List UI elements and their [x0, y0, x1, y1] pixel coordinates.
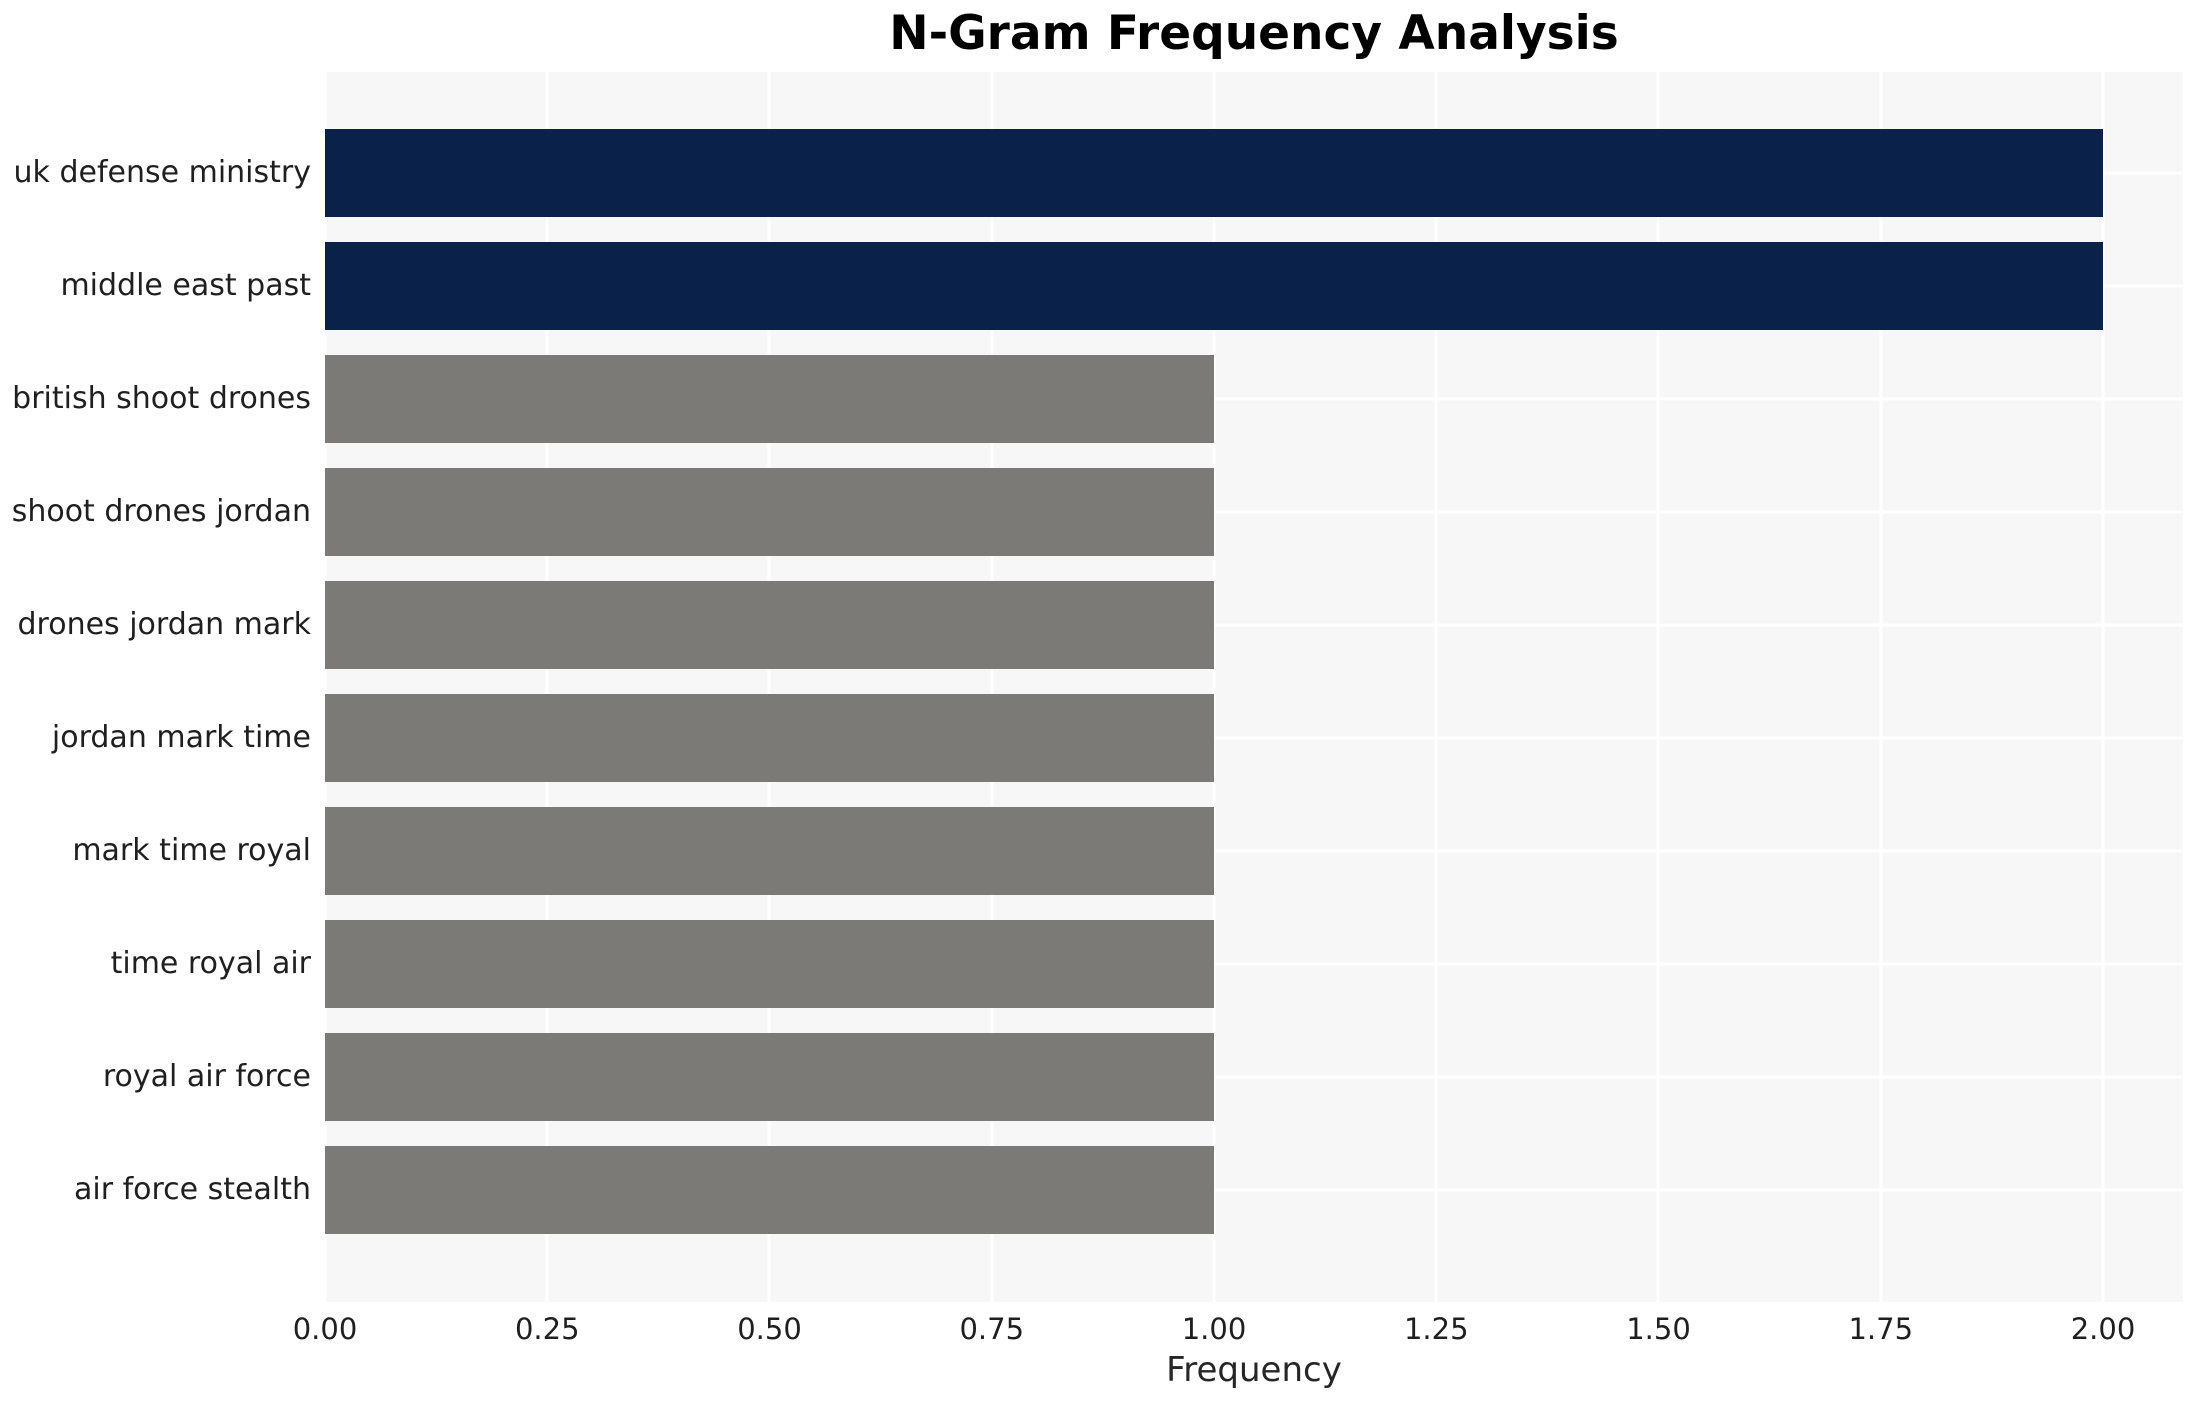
gridline-vertical [1212, 72, 1216, 1302]
bar-jordan-mark-time [325, 694, 1214, 782]
gridline-vertical [545, 72, 549, 1302]
y-tick-label: british shoot drones [12, 381, 311, 416]
bar-uk-defense-ministry [325, 129, 2103, 217]
gridline-vertical [323, 72, 327, 1302]
bar-british-shoot-drones [325, 355, 1214, 443]
y-tick-label: mark time royal [72, 833, 311, 868]
gridline-vertical [1434, 72, 1438, 1302]
gridline-vertical [2101, 72, 2105, 1302]
gridline-vertical [990, 72, 994, 1302]
y-tick-label: shoot drones jordan [11, 494, 311, 529]
gridline-vertical [1656, 72, 1660, 1302]
x-tick-label: 0.00 [292, 1312, 358, 1346]
bar-air-force-stealth [325, 1146, 1214, 1234]
gridline-horizontal [325, 1188, 2183, 1192]
x-tick-label: 2.00 [2070, 1312, 2136, 1346]
gridline-horizontal [325, 1075, 2183, 1079]
gridline-horizontal [325, 397, 2183, 401]
gridline-horizontal [325, 962, 2183, 966]
gridline-vertical [1879, 72, 1883, 1302]
y-tick-label: middle east past [60, 268, 311, 303]
y-tick-label: royal air force [102, 1059, 311, 1094]
y-tick-label: uk defense ministry [13, 155, 311, 190]
x-tick-label: 1.75 [1848, 1312, 1914, 1346]
y-tick-label: air force stealth [73, 1172, 311, 1207]
x-tick-label: 1.25 [1403, 1312, 1469, 1346]
x-axis-title: Frequency [1166, 1350, 1342, 1390]
x-tick-label: 1.50 [1626, 1312, 1691, 1346]
plot-area [323, 72, 2183, 1302]
x-tick-label: 0.50 [737, 1312, 802, 1346]
bar-royal-air-force [325, 1033, 1214, 1121]
gridline-horizontal [325, 849, 2183, 853]
bar-drones-jordan-mark [325, 581, 1214, 669]
y-tick-label: jordan mark time [51, 720, 311, 755]
gridline-horizontal [325, 736, 2183, 740]
y-tick-label: time royal air [110, 946, 311, 981]
bar-mark-time-royal [325, 807, 1214, 895]
y-tick-label: drones jordan mark [17, 607, 312, 642]
bar-time-royal-air [325, 920, 1214, 1008]
gridline-vertical [767, 72, 771, 1302]
bar-middle-east-past [325, 242, 2103, 330]
chart-title: N-Gram Frequency Analysis [889, 6, 1619, 61]
gridline-horizontal [325, 510, 2183, 514]
gridline-horizontal [325, 623, 2183, 627]
x-tick-label: 0.75 [959, 1312, 1025, 1346]
x-tick-label: 0.25 [514, 1312, 580, 1346]
bar-shoot-drones-jordan [325, 468, 1214, 556]
x-tick-label: 1.00 [1181, 1312, 1247, 1346]
